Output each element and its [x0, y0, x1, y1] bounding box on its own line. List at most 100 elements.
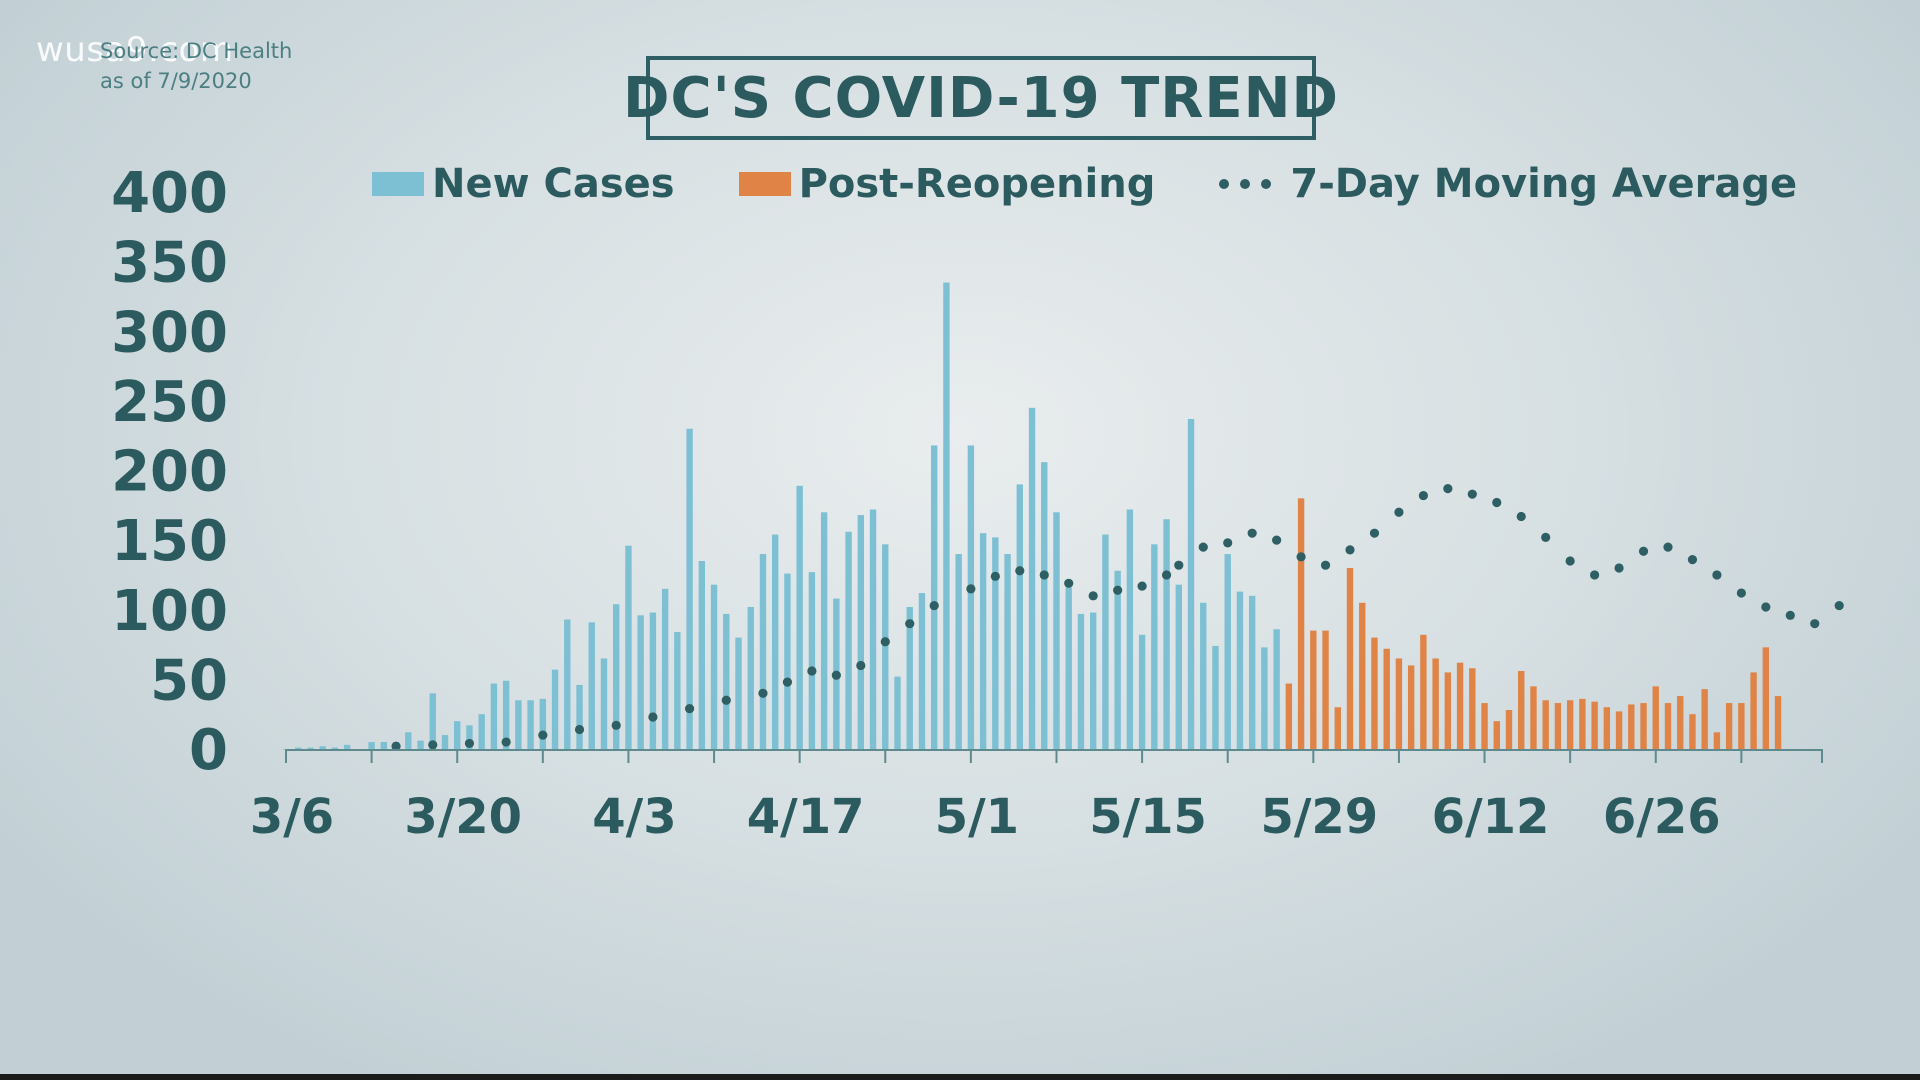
data-bar	[1640, 703, 1647, 749]
data-bar	[1615, 711, 1623, 749]
bottom-bar	[0, 1074, 1920, 1080]
data-bar	[820, 512, 828, 749]
moving-average-point	[1272, 535, 1282, 545]
moving-average-point	[1088, 591, 1098, 601]
moving-average-point	[1113, 585, 1123, 595]
moving-average-point	[856, 660, 866, 671]
data-bar	[710, 584, 718, 749]
data-bar	[576, 684, 583, 749]
data-bar	[1371, 637, 1378, 749]
data-bar	[930, 445, 938, 749]
data-bar	[1444, 672, 1452, 749]
x-tick-label: 3/6	[250, 789, 334, 845]
moving-average-point	[721, 695, 731, 705]
data-bar	[1334, 707, 1341, 749]
data-bar	[1004, 554, 1011, 749]
chart-legend: New Cases Post-Reopening 7-Day Moving Av…	[372, 158, 1797, 210]
data-bar	[1689, 714, 1696, 749]
data-bar	[943, 282, 950, 749]
data-bar	[1322, 630, 1329, 749]
data-bar	[1310, 630, 1317, 749]
moving-average-point	[1541, 532, 1551, 542]
source-note: Source: DC Health as of 7/9/2020	[100, 36, 292, 96]
chart-title-box: DC'S COVID-19 TREND	[623, 56, 1338, 140]
moving-average-point	[1516, 511, 1526, 522]
y-tick-label: 400	[111, 161, 228, 226]
moving-average-point	[782, 677, 793, 687]
data-bar	[564, 619, 571, 749]
y-tick-label: 100	[111, 579, 228, 644]
data-bar	[515, 700, 522, 749]
data-bar	[1200, 602, 1207, 749]
x-tick-label: 4/3	[592, 789, 676, 845]
data-bar	[1346, 567, 1354, 749]
data-bar	[1224, 554, 1231, 749]
data-bar	[686, 428, 693, 749]
moving-average-point	[501, 737, 511, 747]
data-bar	[319, 746, 326, 749]
y-tick-label: 300	[111, 300, 228, 365]
moving-average-point	[1565, 556, 1575, 566]
source-line: Source: DC Health	[100, 39, 293, 63]
legend-swatch-post-reopening	[738, 172, 791, 196]
data-bar	[1236, 591, 1244, 749]
data-bar	[527, 700, 534, 749]
data-bar	[796, 485, 803, 749]
moving-average-point	[1064, 578, 1074, 588]
data-bar	[1138, 634, 1146, 749]
moving-average-point	[1198, 542, 1208, 552]
data-bar	[918, 593, 926, 749]
moving-average-point	[1614, 563, 1624, 573]
data-bar	[857, 515, 865, 749]
moving-average-point	[1687, 555, 1698, 565]
as-of-date: as of 7/9/2020	[100, 69, 252, 93]
data-bar	[1664, 703, 1672, 749]
data-bar	[1738, 703, 1745, 749]
moving-average-point	[1492, 497, 1502, 508]
moving-average-point	[1369, 528, 1380, 538]
data-bar	[772, 534, 779, 749]
moving-average-point	[1015, 566, 1025, 576]
x-tick-label: 5/15	[1089, 789, 1207, 845]
x-tick-label: 5/29	[1260, 789, 1378, 845]
legend-dots-icon	[1219, 179, 1282, 189]
data-bar	[417, 740, 424, 749]
data-bar	[307, 747, 314, 749]
data-bar	[588, 622, 595, 749]
moving-average-point	[758, 688, 768, 698]
moving-average-point	[1161, 570, 1172, 580]
moving-average-point	[1785, 610, 1795, 620]
data-bar	[1701, 689, 1708, 749]
data-bar	[1053, 512, 1060, 749]
data-bar	[343, 744, 351, 749]
moving-average-point	[1834, 600, 1844, 611]
data-bar	[967, 445, 975, 749]
moving-average-point	[1320, 560, 1331, 570]
data-bar	[1114, 570, 1121, 749]
data-bar	[1420, 634, 1427, 749]
data-bar	[295, 747, 302, 749]
data-bar	[1774, 696, 1782, 749]
data-bar	[1652, 686, 1659, 749]
moving-average-point	[1590, 570, 1600, 580]
y-tick-label: 200	[111, 440, 228, 505]
data-bar	[1151, 544, 1158, 749]
moving-average-point	[648, 712, 658, 722]
data-bar	[625, 545, 632, 749]
data-bar	[613, 604, 620, 749]
moving-average-point	[905, 619, 915, 629]
data-bar	[1481, 703, 1488, 749]
data-bar	[368, 742, 375, 749]
moving-average-point	[880, 637, 890, 647]
data-bar	[1383, 648, 1390, 749]
moving-average-point	[1761, 602, 1771, 612]
data-bar	[1542, 700, 1549, 749]
y-tick-label: 250	[111, 370, 228, 435]
data-bar	[1432, 658, 1439, 749]
data-bar	[1677, 696, 1684, 749]
y-tick-label: 0	[189, 718, 228, 783]
data-bar	[1297, 498, 1305, 749]
moving-average-point	[966, 584, 976, 594]
legend-label-new-cases: New Cases	[432, 161, 675, 207]
